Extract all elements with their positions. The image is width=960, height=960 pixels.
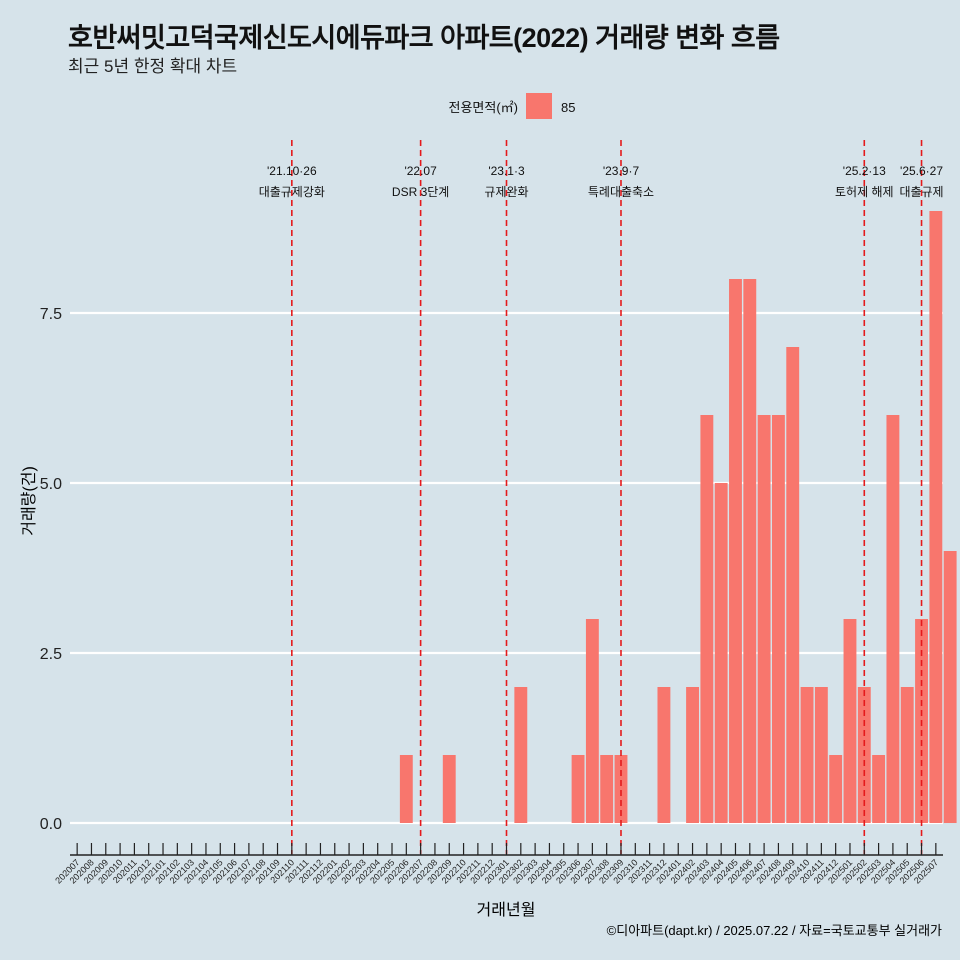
bar-202406 [743,279,757,823]
event-date: '23.1·3 [488,164,525,178]
bar-202407 [757,415,771,823]
caption: ©디아파트(dapt.kr) / 2025.07.22 / 자료=국토교통부 실… [607,923,942,938]
event-label: 토허제 해제 [835,185,894,199]
event-date: '25.2·13 [843,164,886,178]
chart-subtitle: 최근 5년 한정 확대 차트 [68,57,238,76]
event-label: 규제완화 [484,185,528,199]
bar-202408 [771,415,785,823]
bar-202307 [585,619,599,823]
event-date: '25.6·27 [900,164,943,178]
bar-202209 [442,755,456,823]
bar-202409 [786,347,800,823]
bar-202308 [600,755,614,823]
bar-undefined [943,551,957,823]
chart-title: 호반써밋고덕국제신도시에듀파크 아파트(2022) 거래량 변화 흐름 [68,23,780,53]
bar-202403 [700,415,714,823]
bar-series [399,211,957,823]
y-tick-label: 5.0 [40,476,62,493]
x-axis-label: 거래년월 [477,901,536,919]
y-tick-label: 0.0 [40,816,62,833]
event-label: DSR 3단계 [392,185,449,199]
bar-202302 [514,687,528,823]
legend-title: 전용면적(㎡) [449,100,519,115]
bar-202412 [829,755,843,823]
y-tick-label: 7.5 [40,306,62,323]
bar-202507 [929,211,943,823]
bar-202312 [657,687,671,823]
x-axis: 2020072020082020092020102020112020122021… [53,843,943,886]
bar-202505 [900,687,914,823]
y-tick-label: 2.5 [40,646,62,663]
bar-202501 [843,619,857,823]
event-label: 대출규제 [899,185,943,199]
bar-202309 [614,755,628,823]
event-date: '22.07 [404,164,437,178]
event-date: '23.9·7 [603,164,640,178]
legend-swatch [526,93,552,119]
event-label: 대출규제강화 [259,185,325,199]
event-markers: '21.10·26 대출규제강화 '22.07 DSR 3단계 '23.1·3 규제완화 '… [259,140,944,854]
bar-202402 [686,687,699,823]
bar-202405 [729,279,742,823]
legend: 전용면적(㎡) 85 [449,93,575,119]
bar-202206 [399,755,413,823]
event-date: '21.10·26 [267,164,317,178]
legend-entry: 85 [561,100,575,115]
bar-202410 [800,687,814,823]
bar-202306 [571,755,585,823]
bar-202503 [872,755,886,823]
y-tick-labels: 0.0 2.5 5.0 7.5 [40,306,62,833]
bar-202504 [886,415,900,823]
event-label: 특례대출축소 [588,185,654,199]
bar-202404 [714,483,728,823]
bar-202411 [814,687,828,823]
y-axis-label: 거래량(건) [20,466,38,536]
